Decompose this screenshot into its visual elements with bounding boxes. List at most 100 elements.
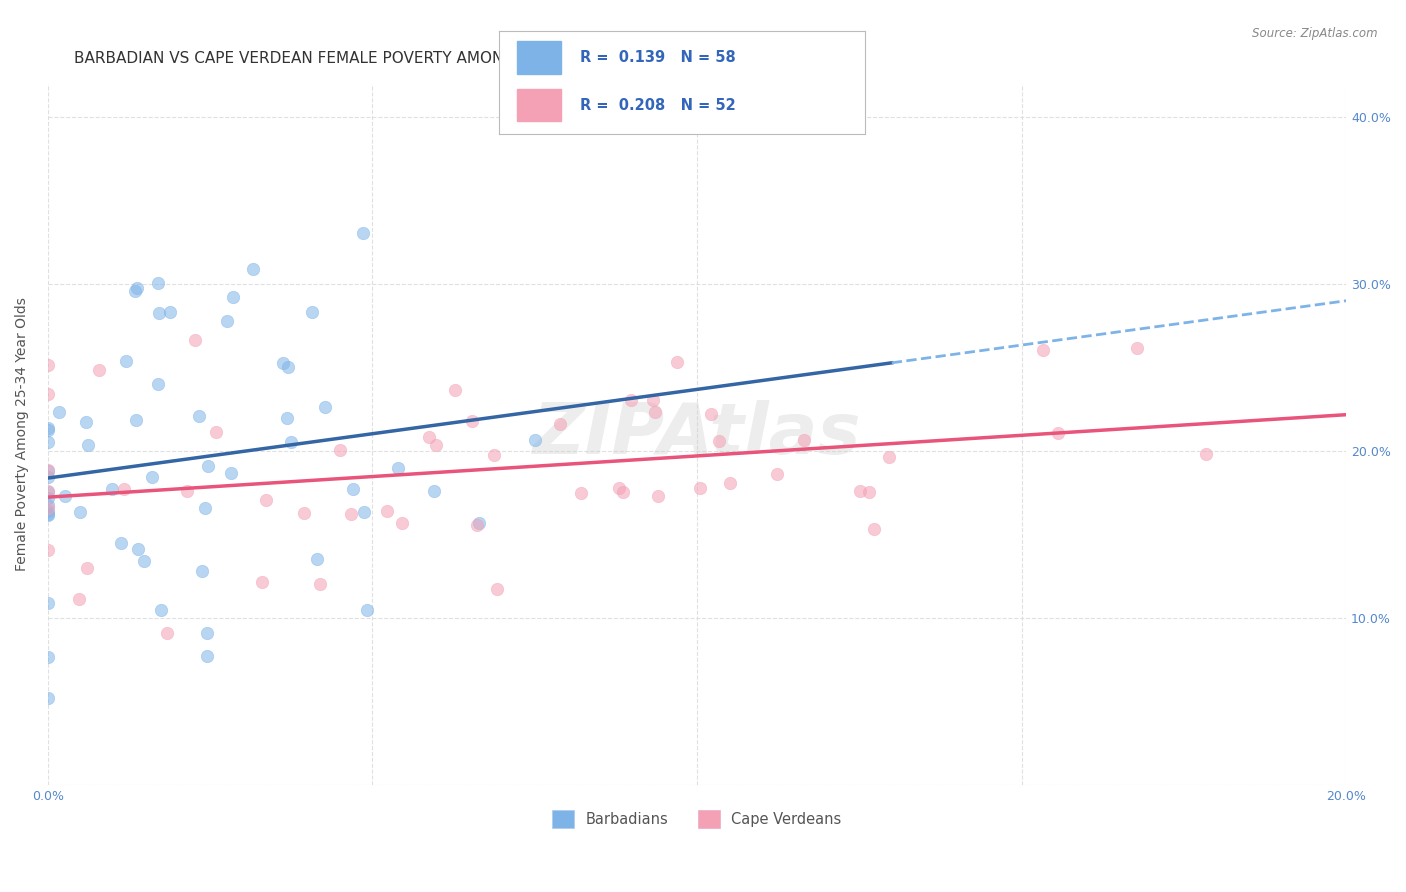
Cape Verdeans xyxy=(699,407,721,421)
Cape Verdeans xyxy=(377,504,399,518)
Cape Verdeans xyxy=(114,482,136,496)
Barbadians xyxy=(37,504,59,518)
Cape Verdeans xyxy=(308,576,330,591)
Cape Verdeans xyxy=(643,392,665,407)
Barbadians xyxy=(314,400,336,414)
Cape Verdeans xyxy=(292,506,315,520)
Barbadians xyxy=(134,554,156,568)
Barbadians xyxy=(48,405,70,419)
Cape Verdeans xyxy=(707,434,730,448)
Barbadians xyxy=(53,489,76,503)
Barbadians xyxy=(352,226,374,240)
Text: BARBADIAN VS CAPE VERDEAN FEMALE POVERTY AMONG 25-34 YEAR OLDS CORRELATION CHART: BARBADIAN VS CAPE VERDEAN FEMALE POVERTY… xyxy=(73,51,825,66)
Barbadians xyxy=(276,411,298,425)
Barbadians xyxy=(141,470,163,484)
Cape Verdeans xyxy=(718,475,741,490)
Barbadians xyxy=(194,500,217,515)
Cape Verdeans xyxy=(425,438,447,452)
Barbadians xyxy=(124,285,146,299)
Cape Verdeans xyxy=(1195,447,1218,461)
Barbadians xyxy=(125,281,148,295)
Cape Verdeans xyxy=(254,493,277,508)
Cape Verdeans xyxy=(176,483,198,498)
Barbadians xyxy=(37,508,59,523)
FancyBboxPatch shape xyxy=(517,42,561,74)
Barbadians xyxy=(110,536,132,550)
Legend: Barbadians, Cape Verdeans: Barbadians, Cape Verdeans xyxy=(547,804,848,833)
Barbadians xyxy=(75,415,97,429)
Text: ZIPAtlas: ZIPAtlas xyxy=(533,400,862,468)
Barbadians xyxy=(37,423,59,437)
Barbadians xyxy=(219,467,242,481)
Barbadians xyxy=(37,421,59,435)
Barbadians xyxy=(37,507,59,521)
Barbadians xyxy=(37,485,59,500)
Cape Verdeans xyxy=(793,433,815,447)
Cape Verdeans xyxy=(37,483,59,498)
Text: Source: ZipAtlas.com: Source: ZipAtlas.com xyxy=(1253,27,1378,40)
Text: R =  0.208   N = 52: R = 0.208 N = 52 xyxy=(579,97,735,112)
Barbadians xyxy=(150,603,173,617)
Text: R =  0.139   N = 58: R = 0.139 N = 58 xyxy=(579,50,735,65)
Barbadians xyxy=(523,433,546,447)
Cape Verdeans xyxy=(37,462,59,476)
Cape Verdeans xyxy=(1046,426,1069,441)
Cape Verdeans xyxy=(444,383,467,397)
Barbadians xyxy=(191,564,214,578)
Barbadians xyxy=(305,552,328,566)
Cape Verdeans xyxy=(612,485,634,500)
Barbadians xyxy=(37,470,59,484)
Cape Verdeans xyxy=(250,575,273,590)
Cape Verdeans xyxy=(548,417,571,431)
Y-axis label: Female Poverty Among 25-34 Year Olds: Female Poverty Among 25-34 Year Olds xyxy=(15,297,30,571)
Barbadians xyxy=(195,649,218,664)
Cape Verdeans xyxy=(391,516,413,530)
Barbadians xyxy=(188,409,211,423)
Barbadians xyxy=(127,541,149,556)
Cape Verdeans xyxy=(765,467,787,482)
Barbadians xyxy=(356,603,378,617)
Barbadians xyxy=(197,458,219,473)
Cape Verdeans xyxy=(184,333,207,347)
Cape Verdeans xyxy=(418,430,440,444)
Barbadians xyxy=(387,460,409,475)
Cape Verdeans xyxy=(76,561,98,575)
Barbadians xyxy=(37,596,59,610)
Barbadians xyxy=(69,505,91,519)
Barbadians xyxy=(100,483,122,497)
Cape Verdeans xyxy=(647,489,669,503)
Cape Verdeans xyxy=(37,359,59,373)
Barbadians xyxy=(195,625,218,640)
Barbadians xyxy=(271,356,294,370)
Barbadians xyxy=(222,290,245,304)
Cape Verdeans xyxy=(1126,341,1149,355)
Cape Verdeans xyxy=(849,483,872,498)
Cape Verdeans xyxy=(644,405,666,419)
Barbadians xyxy=(242,262,264,277)
Cape Verdeans xyxy=(37,387,59,401)
Barbadians xyxy=(125,413,148,427)
Cape Verdeans xyxy=(620,393,643,408)
Barbadians xyxy=(353,505,375,519)
Cape Verdeans xyxy=(863,522,886,536)
FancyBboxPatch shape xyxy=(517,88,561,121)
Cape Verdeans xyxy=(607,481,630,495)
Cape Verdeans xyxy=(329,443,352,458)
Barbadians xyxy=(37,691,59,706)
Cape Verdeans xyxy=(858,485,880,500)
Cape Verdeans xyxy=(482,448,505,462)
Barbadians xyxy=(468,516,491,530)
Cape Verdeans xyxy=(67,591,90,606)
Barbadians xyxy=(76,438,98,452)
Cape Verdeans xyxy=(1032,343,1054,357)
Barbadians xyxy=(148,277,170,291)
Barbadians xyxy=(37,499,59,513)
Cape Verdeans xyxy=(569,485,592,500)
Barbadians xyxy=(159,305,181,319)
Cape Verdeans xyxy=(486,582,509,597)
Cape Verdeans xyxy=(465,518,488,533)
Cape Verdeans xyxy=(340,508,363,522)
Cape Verdeans xyxy=(689,481,711,495)
Barbadians xyxy=(37,649,59,664)
Cape Verdeans xyxy=(205,425,228,440)
